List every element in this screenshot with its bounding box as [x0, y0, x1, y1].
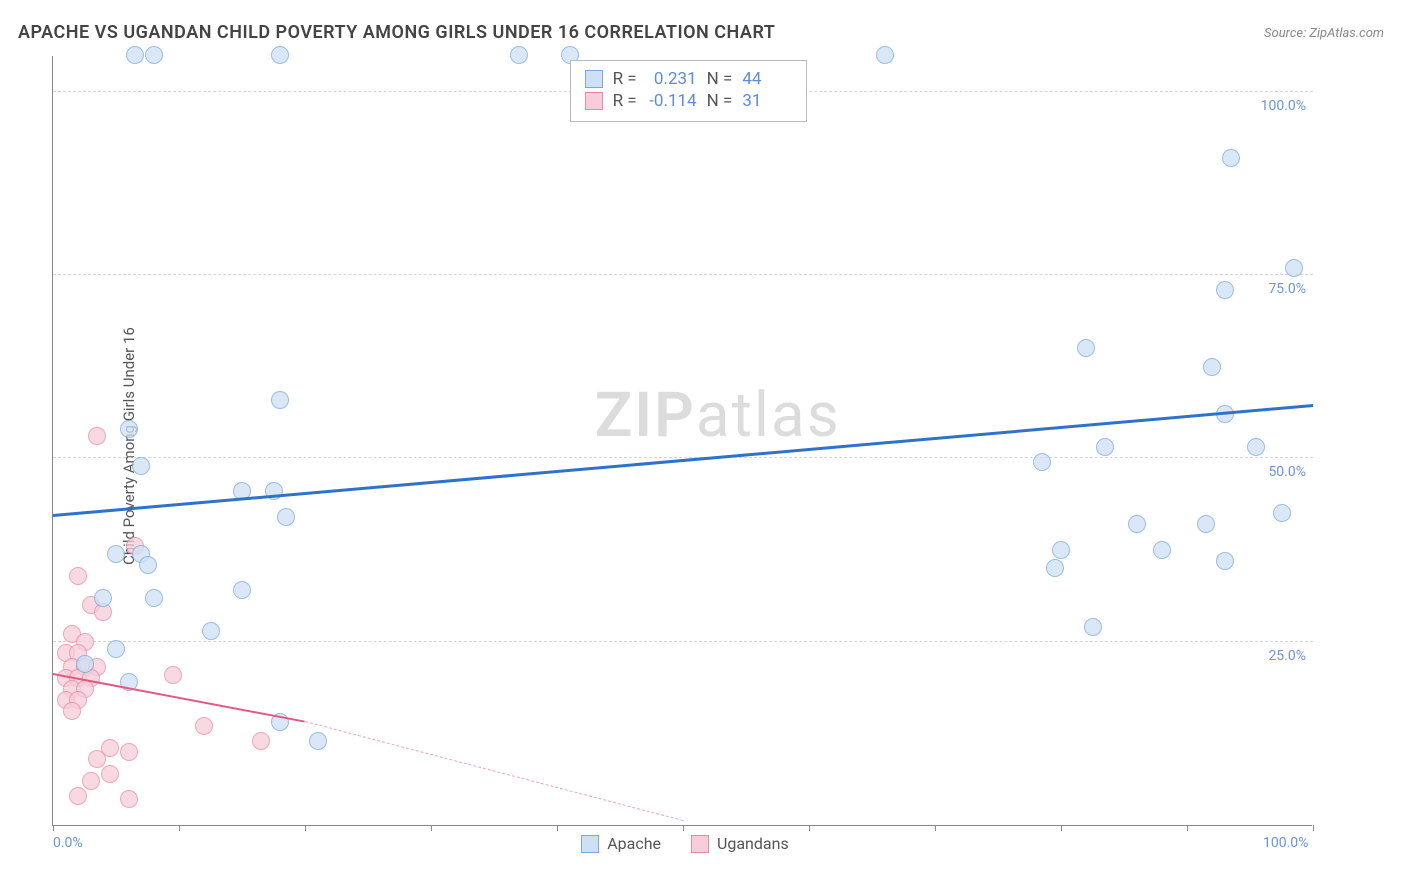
legend-swatch: [585, 92, 603, 110]
apache-point: [145, 46, 163, 64]
apache-point: [1077, 339, 1095, 357]
ugandans-point: [252, 732, 270, 750]
apache-point: [1216, 552, 1234, 570]
apache-point: [1153, 541, 1171, 559]
apache-point: [1096, 438, 1114, 456]
legend-r-value: 0.231: [647, 69, 697, 89]
plot-area: ZIPatlas 25.0%50.0%75.0%100.0%0.0%100.0%…: [52, 56, 1312, 826]
ugandans-point: [195, 717, 213, 735]
apache-point: [277, 508, 295, 526]
x-tick: [1187, 825, 1188, 831]
x-tick: [179, 825, 180, 831]
apache-point: [1222, 149, 1240, 167]
legend-swatch: [691, 835, 709, 853]
apache-point: [202, 622, 220, 640]
legend-stats-row: R = -0.114 N = 31: [585, 91, 793, 111]
ugandans-point: [101, 765, 119, 783]
ugandans-point: [88, 427, 106, 445]
watermark-zip: ZIP: [595, 379, 696, 452]
x-tick-label: 100.0%: [1263, 835, 1308, 851]
gridline: [53, 641, 1313, 642]
gridline: [53, 274, 1313, 275]
ugandans-point: [63, 702, 81, 720]
apache-point: [1128, 515, 1146, 533]
x-tick-label: 0.0%: [53, 835, 83, 851]
ugandans-point: [120, 790, 138, 808]
bottom-legend-label: Ugandans: [717, 834, 789, 853]
y-tick-label: 50.0%: [1268, 464, 1306, 480]
ugandans-point: [164, 666, 182, 684]
apache-point: [309, 732, 327, 750]
watermark-rest: atlas: [696, 379, 841, 452]
y-tick-label: 100.0%: [1261, 98, 1306, 114]
apache-point: [1285, 259, 1303, 277]
chart-title: APACHE VS UGANDAN CHILD POVERTY AMONG GI…: [18, 22, 775, 43]
apache-point: [145, 589, 163, 607]
apache-point: [1273, 504, 1291, 522]
bottom-legend-item: Ugandans: [691, 834, 789, 853]
apache-point: [139, 556, 157, 574]
source-label: Source: ZipAtlas.com: [1264, 26, 1384, 41]
bottom-legend-item: Apache: [581, 834, 661, 853]
legend-stats: R = 0.231 N = 44 R = -0.114 N = 31: [570, 60, 808, 122]
legend-n-label: N =: [707, 69, 733, 89]
legend-r-label: R =: [613, 91, 637, 111]
legend-n-label: N =: [707, 91, 733, 111]
apache-trendline: [53, 404, 1313, 517]
ugandans-trendline: [305, 721, 683, 821]
apache-point: [126, 46, 144, 64]
apache-point: [132, 457, 150, 475]
ugandans-point: [82, 772, 100, 790]
x-tick: [53, 825, 54, 831]
x-tick: [557, 825, 558, 831]
apache-point: [107, 545, 125, 563]
apache-point: [510, 46, 528, 64]
apache-point: [76, 655, 94, 673]
apache-point: [1216, 281, 1234, 299]
legend-r-value: -0.114: [647, 91, 697, 111]
apache-point: [1203, 358, 1221, 376]
bottom-legend-label: Apache: [607, 834, 661, 853]
y-tick-label: 75.0%: [1268, 281, 1306, 297]
bottom-legend: Apache Ugandans: [581, 834, 789, 853]
apache-point: [1033, 453, 1051, 471]
x-tick: [1313, 825, 1314, 831]
ugandans-point: [69, 567, 87, 585]
apache-point: [271, 391, 289, 409]
apache-point: [120, 420, 138, 438]
watermark: ZIPatlas: [595, 379, 841, 452]
legend-swatch: [585, 70, 603, 88]
apache-point: [1052, 541, 1070, 559]
ugandans-point: [69, 787, 87, 805]
ugandans-point: [88, 750, 106, 768]
legend-stats-row: R = 0.231 N = 44: [585, 69, 793, 89]
y-tick-label: 25.0%: [1268, 648, 1306, 664]
legend-r-label: R =: [613, 69, 637, 89]
legend-swatch: [581, 835, 599, 853]
apache-point: [876, 46, 894, 64]
legend-n-value: 31: [742, 91, 792, 111]
x-tick: [809, 825, 810, 831]
apache-point: [107, 640, 125, 658]
apache-point: [94, 589, 112, 607]
apache-point: [1247, 438, 1265, 456]
apache-point: [1084, 618, 1102, 636]
x-tick: [683, 825, 684, 831]
x-tick: [305, 825, 306, 831]
apache-point: [1197, 515, 1215, 533]
apache-point: [233, 581, 251, 599]
apache-point: [1046, 559, 1064, 577]
x-tick: [935, 825, 936, 831]
x-tick: [431, 825, 432, 831]
legend-n-value: 44: [742, 69, 792, 89]
ugandans-point: [120, 743, 138, 761]
apache-point: [271, 46, 289, 64]
x-tick: [1061, 825, 1062, 831]
